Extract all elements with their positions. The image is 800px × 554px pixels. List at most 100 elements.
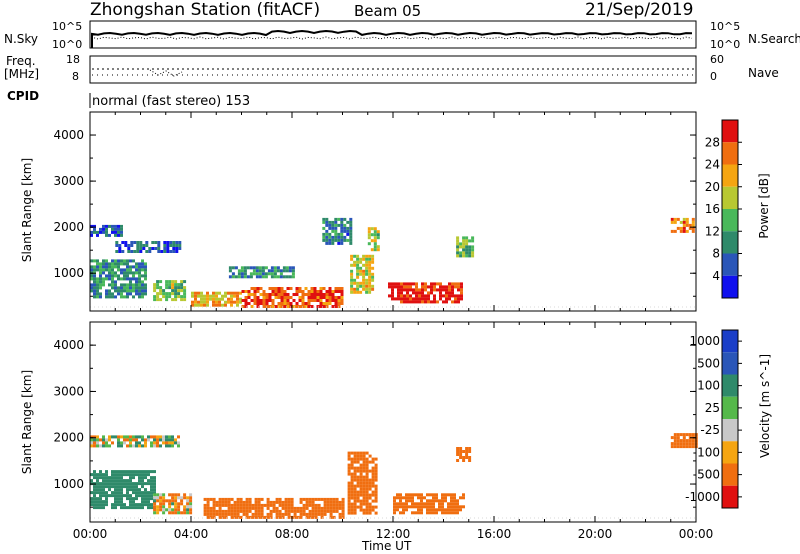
data-cell <box>160 250 164 253</box>
data-cell <box>175 250 179 253</box>
data-cell <box>332 497 336 501</box>
data-cell <box>682 217 686 221</box>
data-cell <box>174 438 177 442</box>
data-cell <box>169 250 173 253</box>
data-cell <box>340 238 344 242</box>
data-cell <box>194 300 197 304</box>
data-cell <box>307 290 311 293</box>
data-cell <box>420 499 423 503</box>
data-cell <box>150 491 153 495</box>
data-cell <box>99 230 102 234</box>
data-cell <box>465 456 469 459</box>
data-cell <box>230 291 233 295</box>
data-cell <box>311 512 315 516</box>
data-cell <box>90 438 93 442</box>
data-cell <box>165 438 168 442</box>
data-cell <box>353 290 357 294</box>
data-cell <box>102 230 105 234</box>
data-cell <box>340 220 344 224</box>
data-cell <box>177 502 181 506</box>
data-cell <box>368 508 372 512</box>
data-cell <box>120 470 123 474</box>
data-cell <box>331 238 335 242</box>
data-cell <box>114 503 117 507</box>
summary-strips <box>89 20 697 108</box>
data-cell <box>132 286 135 290</box>
data-cell <box>177 444 180 448</box>
data-cell <box>249 272 253 276</box>
data-cell <box>159 438 162 442</box>
data-cell <box>448 297 451 301</box>
data-cell <box>197 294 200 298</box>
data-cell <box>362 278 366 282</box>
data-cell <box>423 502 426 506</box>
data-cell <box>132 277 135 281</box>
data-cell <box>115 241 119 244</box>
x-tick-label: 20:00 <box>578 527 613 541</box>
data-cell <box>432 493 435 497</box>
time-axis-label: Time UT <box>362 539 412 553</box>
data-cell <box>322 217 326 221</box>
data-cell <box>429 502 432 506</box>
data-cell <box>305 497 309 501</box>
data-cell <box>311 506 315 510</box>
data-cell <box>365 481 369 485</box>
data-cell <box>126 265 129 269</box>
data-cell <box>301 299 305 302</box>
data-cell <box>183 292 187 296</box>
data-cell <box>183 508 187 512</box>
data-cell <box>126 283 129 287</box>
data-cell <box>96 473 99 477</box>
data-cell <box>120 435 123 439</box>
data-cell <box>246 266 250 270</box>
data-cell <box>356 290 360 294</box>
data-cell <box>322 296 326 299</box>
data-cell <box>391 291 394 295</box>
data-cell <box>227 503 231 507</box>
data-cell <box>135 488 138 492</box>
data-cell <box>341 506 345 510</box>
data-cell <box>347 487 351 491</box>
data-cell <box>403 294 406 298</box>
data-cell <box>341 500 345 504</box>
data-cell <box>268 299 272 302</box>
data-cell <box>120 277 123 281</box>
data-cell <box>163 244 167 247</box>
data-cell <box>329 500 333 504</box>
data-cell <box>138 441 141 445</box>
data-cell <box>236 515 240 519</box>
data-cell <box>328 238 332 242</box>
data-cell <box>138 274 141 278</box>
data-cell <box>356 263 360 267</box>
data-cell <box>156 298 160 302</box>
data-cell <box>246 275 250 279</box>
data-cell <box>465 254 469 258</box>
data-cell <box>120 476 123 480</box>
data-cell <box>406 285 409 289</box>
data-cell <box>102 473 105 477</box>
data-cell <box>365 469 369 473</box>
data-cell <box>150 485 153 489</box>
data-cell <box>420 511 423 515</box>
data-cell <box>228 275 232 279</box>
data-cell <box>468 456 472 459</box>
data-cell <box>230 509 234 513</box>
data-cell <box>153 508 157 512</box>
data-cell <box>433 294 436 298</box>
data-cell <box>156 505 160 509</box>
data-cell <box>350 481 354 485</box>
data-cell <box>460 297 463 301</box>
data-cell <box>347 502 351 506</box>
data-cell <box>347 466 351 470</box>
data-cell <box>284 500 288 504</box>
data-cell <box>465 239 469 243</box>
data-cell <box>411 505 414 509</box>
data-cell <box>209 497 213 501</box>
data-cell <box>269 503 273 507</box>
data-cell <box>121 250 125 253</box>
data-cell <box>417 508 420 512</box>
data-cell <box>353 281 357 285</box>
data-cell <box>99 476 102 480</box>
data-cell <box>367 242 371 246</box>
data-cell <box>350 457 354 461</box>
